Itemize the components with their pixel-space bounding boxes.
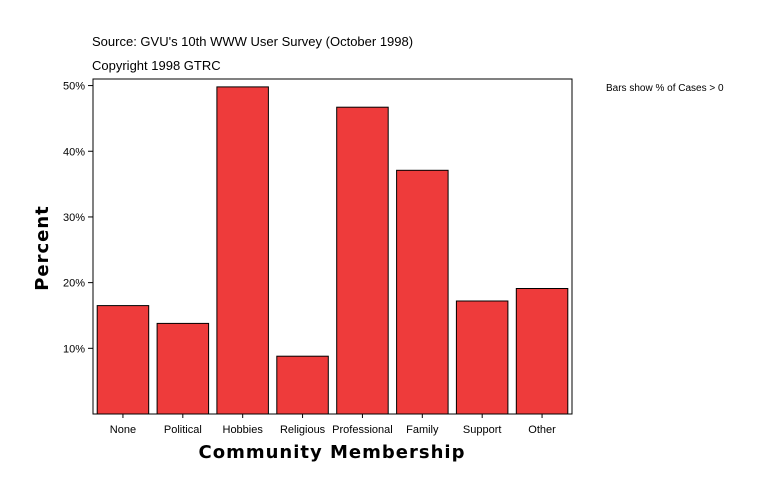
x-axis-title: Community Membership <box>199 442 466 463</box>
x-tick-label: Support <box>463 424 502 436</box>
y-tick-label: 50% <box>63 81 85 93</box>
x-axis: None Political Hobbies Religious Professiona… <box>110 414 556 436</box>
y-tick-label: 20% <box>63 278 85 290</box>
bar-professional <box>336 106 389 415</box>
x-tick-label: Professional <box>332 424 393 436</box>
x-tick-label: Political <box>164 424 202 436</box>
bar-political <box>156 322 210 415</box>
bars-note: Bars show % of Cases > 0 <box>606 83 724 94</box>
bar-hobbies <box>216 86 269 415</box>
bar-religious <box>276 355 329 415</box>
bar-none <box>96 305 150 415</box>
x-tick-label: None <box>110 424 136 436</box>
x-tick-label: Hobbies <box>223 424 264 436</box>
x-tick-label: Other <box>528 424 556 436</box>
bars-group <box>96 86 569 415</box>
y-tick-label: 30% <box>63 212 85 224</box>
y-axis-title: Percent <box>32 205 53 291</box>
plot-frame <box>92 78 573 415</box>
copyright-caption: Copyright 1998 GTRC <box>92 58 221 73</box>
x-tick-label: Family <box>406 424 439 436</box>
bar-family <box>396 169 449 415</box>
y-tick-label: 40% <box>63 146 85 158</box>
source-caption: Source: GVU's 10th WWW User Survey (Octo… <box>92 34 414 49</box>
bar-support <box>455 300 509 415</box>
y-axis: 10% 20% 30% 40% 50% <box>63 81 93 355</box>
bar-other <box>515 288 569 415</box>
y-tick-label: 10% <box>63 343 85 355</box>
x-tick-label: Religious <box>280 424 326 436</box>
